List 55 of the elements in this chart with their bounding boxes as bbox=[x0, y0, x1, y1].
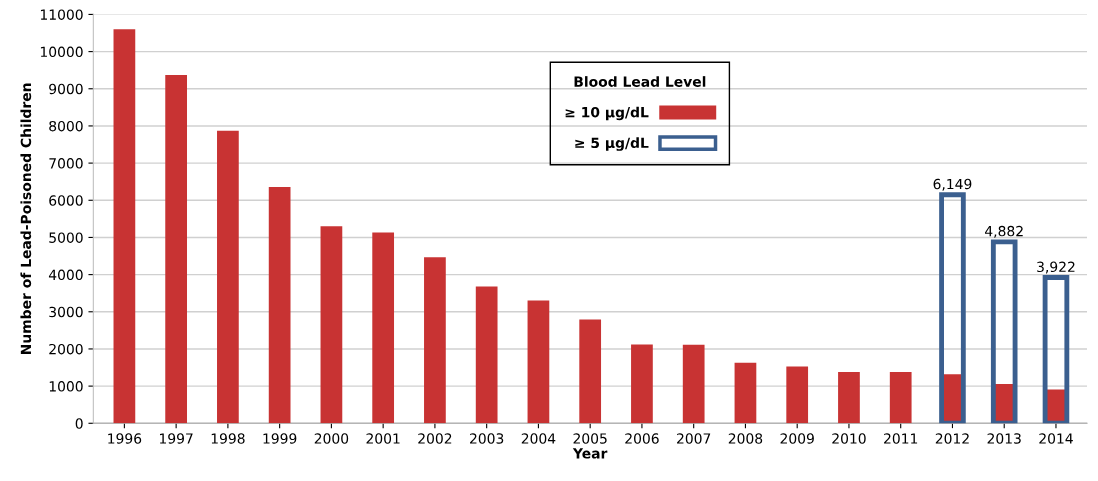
x-tick-label: 1997 bbox=[159, 433, 193, 444]
x-tick-label: 2010 bbox=[832, 433, 866, 444]
legend-label: ≥ 5 µg/dL bbox=[575, 137, 649, 151]
y-tick-label: 9000 bbox=[49, 83, 83, 95]
y-tick-label: 1000 bbox=[49, 381, 83, 392]
x-tick-label: 1998 bbox=[211, 433, 245, 444]
legend-label: ≥ 10 µg/dL bbox=[565, 106, 649, 121]
bar bbox=[631, 344, 653, 424]
x-tick-label: 1996 bbox=[108, 433, 142, 444]
bar bbox=[579, 319, 602, 424]
x-tick-label: 2001 bbox=[366, 433, 400, 444]
x-tick-label: 2007 bbox=[677, 433, 711, 444]
data-label: 4,882 bbox=[985, 225, 1023, 238]
y-tick-label: 5000 bbox=[49, 232, 83, 243]
y-tick-label: 7000 bbox=[49, 158, 83, 169]
bar bbox=[217, 130, 239, 424]
bar bbox=[682, 344, 705, 424]
x-tick-label: 2000 bbox=[314, 433, 349, 444]
bar bbox=[838, 371, 860, 424]
bar bbox=[475, 286, 498, 424]
bar bbox=[268, 186, 291, 424]
x-tick-label: 2009 bbox=[780, 433, 814, 444]
y-tick-label: 4000 bbox=[48, 269, 83, 281]
bar bbox=[734, 362, 757, 424]
x-axis-title: Year bbox=[572, 448, 608, 459]
legend-title: Blood Lead Level bbox=[574, 76, 706, 87]
y-axis-title: Number of Lead-Poisoned Children bbox=[20, 83, 32, 355]
x-tick-label: 2002 bbox=[418, 433, 452, 444]
x-tick-label: 2004 bbox=[521, 433, 556, 444]
y-tick-label: 3000 bbox=[49, 306, 83, 318]
bar bbox=[165, 75, 188, 424]
y-tick-label: 0 bbox=[75, 418, 83, 429]
bar bbox=[424, 257, 446, 424]
bar bbox=[113, 29, 136, 424]
x-tick-label: 2013 bbox=[987, 433, 1021, 444]
x-tick-label: 2008 bbox=[728, 433, 763, 444]
x-tick-label: 2011 bbox=[884, 433, 918, 444]
data-label: 3,922 bbox=[1037, 261, 1075, 274]
y-tick-label: 10000 bbox=[40, 46, 83, 58]
data-label: 6,149 bbox=[933, 178, 972, 191]
bar bbox=[527, 300, 550, 424]
x-tick-label: 2014 bbox=[1039, 433, 1073, 444]
x-tick-label: 1999 bbox=[263, 433, 297, 444]
y-tick-label: 8000 bbox=[49, 120, 83, 132]
y-tick-label: 6000 bbox=[49, 195, 83, 206]
bar bbox=[372, 232, 395, 424]
x-tick-label: 2012 bbox=[935, 433, 969, 444]
bar bbox=[786, 366, 809, 424]
y-tick-label: 2000 bbox=[49, 343, 83, 355]
bar bbox=[889, 371, 912, 424]
x-tick-label: 2003 bbox=[470, 433, 504, 444]
x-tick-label: 2006 bbox=[625, 433, 659, 444]
y-tick-label: 11000 bbox=[40, 9, 83, 20]
x-tick-label: 2005 bbox=[573, 433, 607, 444]
bar bbox=[320, 226, 343, 424]
